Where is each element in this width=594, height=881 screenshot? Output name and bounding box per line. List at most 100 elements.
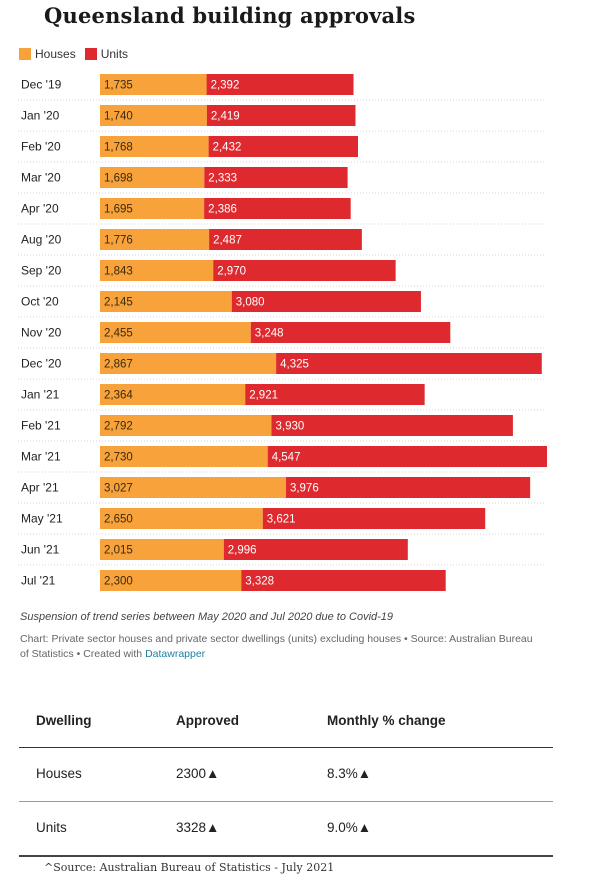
cell-monthly-change: 9.0%▲ bbox=[327, 820, 372, 835]
data-label-units: 3,080 bbox=[236, 297, 265, 309]
legend-item-houses: Houses bbox=[19, 47, 76, 61]
bar-houses bbox=[100, 446, 268, 467]
category-label: Dec '19 bbox=[21, 78, 62, 92]
data-label-houses: 2,364 bbox=[104, 390, 133, 402]
category-label: Feb '21 bbox=[21, 419, 61, 433]
header-approved: Approved bbox=[176, 713, 240, 728]
data-label-units: 3,930 bbox=[276, 421, 305, 433]
category-label: Feb '20 bbox=[21, 140, 61, 154]
data-label-houses: 2,300 bbox=[104, 576, 133, 588]
bar-units bbox=[206, 105, 356, 126]
bar-houses bbox=[100, 477, 286, 498]
credits-text: Chart: Private sector houses and private… bbox=[20, 633, 533, 660]
bar-units bbox=[209, 229, 362, 250]
bar-houses bbox=[100, 260, 214, 281]
data-label-units: 2,970 bbox=[217, 266, 246, 278]
data-label-houses: 1,776 bbox=[104, 235, 133, 247]
category-label: Jan '20 bbox=[21, 109, 60, 123]
category-label: Mar '20 bbox=[21, 171, 61, 185]
data-label-units: 3,328 bbox=[245, 576, 274, 588]
bar-houses bbox=[100, 508, 263, 529]
legend-label-units: Units bbox=[100, 47, 129, 61]
category-label: Jul '21 bbox=[21, 574, 56, 588]
data-label-houses: 1,768 bbox=[104, 142, 133, 154]
category-label: Sep '20 bbox=[21, 264, 62, 278]
data-label-units: 2,333 bbox=[208, 173, 237, 185]
bar-units bbox=[245, 384, 425, 405]
legend-item-units: Units bbox=[84, 47, 129, 61]
table-row: Units 3328▲ 9.0%▲ bbox=[19, 802, 553, 857]
data-label-houses: 1,698 bbox=[104, 173, 133, 185]
data-label-houses: 1,740 bbox=[104, 111, 133, 123]
data-label-units: 3,621 bbox=[267, 514, 296, 526]
bar-units bbox=[231, 291, 421, 312]
approvals-table: Dwelling Approved Monthly % change House… bbox=[19, 695, 553, 857]
data-label-houses: 2,145 bbox=[104, 297, 133, 309]
bar-houses bbox=[100, 353, 277, 374]
chart-footnote: Suspension of trend series between May 2… bbox=[20, 611, 394, 623]
legend-label-houses: Houses bbox=[35, 47, 76, 61]
data-label-units: 2,392 bbox=[211, 80, 240, 92]
bar-units bbox=[204, 167, 348, 188]
category-label: Apr '20 bbox=[21, 202, 59, 216]
bar-houses bbox=[100, 415, 272, 436]
data-label-houses: 2,015 bbox=[104, 545, 133, 557]
category-label: Jan '21 bbox=[21, 388, 60, 402]
bar-houses bbox=[100, 74, 207, 95]
bar-houses bbox=[100, 291, 232, 312]
bar-units bbox=[267, 446, 547, 467]
data-label-units: 4,325 bbox=[280, 359, 309, 371]
bar-houses bbox=[100, 167, 205, 188]
legend-swatch-units bbox=[84, 48, 97, 60]
cell-approved: 2300▲ bbox=[176, 766, 220, 781]
data-label-units: 2,487 bbox=[213, 235, 242, 247]
data-label-units: 2,921 bbox=[249, 390, 278, 402]
data-label-units: 2,419 bbox=[211, 111, 240, 123]
bar-houses bbox=[100, 539, 224, 560]
cell-dwelling: Houses bbox=[36, 766, 82, 781]
bar-units bbox=[241, 570, 446, 591]
chart-credits: Chart: Private sector houses and private… bbox=[20, 632, 540, 662]
table-header-row: Dwelling Approved Monthly % change bbox=[19, 695, 553, 748]
cell-monthly-change: 8.3%▲ bbox=[327, 766, 372, 781]
header-dwelling: Dwelling bbox=[36, 713, 92, 728]
bar-units bbox=[213, 260, 396, 281]
bar-units bbox=[223, 539, 408, 560]
datawrapper-link[interactable]: Datawrapper bbox=[145, 648, 206, 660]
legend: Houses Units bbox=[19, 47, 137, 61]
header-monthly-change: Monthly % change bbox=[327, 713, 446, 728]
bar-houses bbox=[100, 198, 205, 219]
category-label: Nov '20 bbox=[21, 326, 62, 340]
data-label-units: 2,432 bbox=[213, 142, 242, 154]
bar-units bbox=[204, 198, 351, 219]
data-label-houses: 1,843 bbox=[104, 266, 133, 278]
data-label-houses: 2,867 bbox=[104, 359, 133, 371]
chart-title: Queensland building approvals bbox=[44, 3, 416, 28]
data-label-houses: 1,695 bbox=[104, 204, 133, 216]
data-label-units: 2,386 bbox=[208, 204, 237, 216]
data-label-units: 4,547 bbox=[272, 452, 301, 464]
bar-houses bbox=[100, 136, 209, 157]
bar-houses bbox=[100, 322, 251, 343]
data-label-houses: 2,650 bbox=[104, 514, 133, 526]
source-note: ^Source: Australian Bureau of Statistics… bbox=[44, 861, 335, 874]
data-label-units: 3,248 bbox=[255, 328, 284, 340]
bar-units bbox=[206, 74, 354, 95]
category-label: Mar '21 bbox=[21, 450, 61, 464]
category-label: Aug '20 bbox=[21, 233, 62, 247]
bar-houses bbox=[100, 105, 207, 126]
bar-units bbox=[262, 508, 486, 529]
category-label: Apr '21 bbox=[21, 481, 59, 495]
data-label-houses: 3,027 bbox=[104, 483, 133, 495]
stacked-bar-chart: Dec '19 1,735 2,392 Jan '20 1,740 2,419 Feb '2… bbox=[18, 74, 547, 591]
category-label: Dec '20 bbox=[21, 357, 62, 371]
data-label-houses: 2,792 bbox=[104, 421, 133, 433]
category-label: May '21 bbox=[21, 512, 63, 526]
category-label: Jun '21 bbox=[21, 543, 60, 557]
data-label-units: 2,996 bbox=[228, 545, 257, 557]
bar-units bbox=[250, 322, 451, 343]
bar-units bbox=[285, 477, 531, 498]
data-label-houses: 2,455 bbox=[104, 328, 133, 340]
category-label: Oct '20 bbox=[21, 295, 59, 309]
bar-units bbox=[276, 353, 542, 374]
